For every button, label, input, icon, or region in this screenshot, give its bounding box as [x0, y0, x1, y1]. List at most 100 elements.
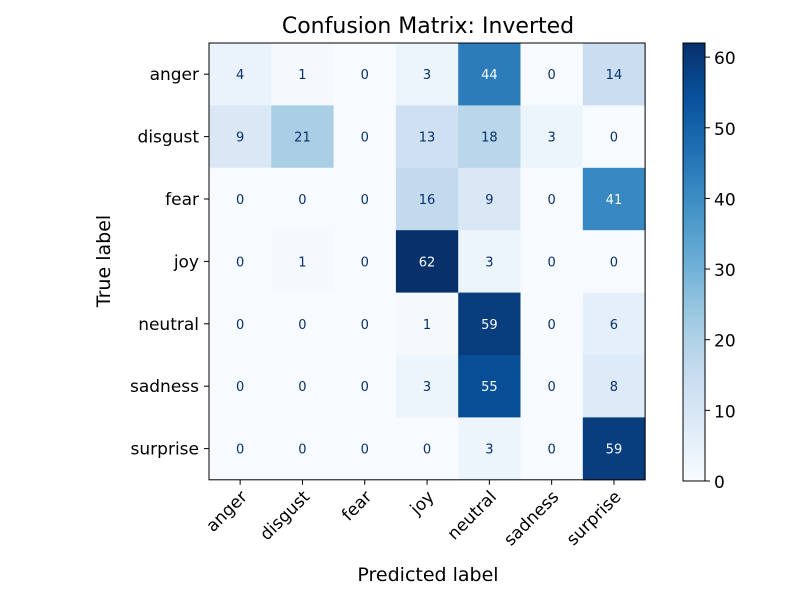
y-tick-label: fear: [165, 190, 199, 210]
cell-value-label: 0: [548, 255, 556, 270]
heatmap-cell: [520, 43, 584, 106]
y-tick-label: neutral: [138, 315, 199, 335]
cell-value-label: 0: [236, 443, 244, 458]
heatmap-cell: [582, 43, 646, 106]
heatmap-cell: [209, 355, 272, 418]
cell-value-label: 0: [610, 255, 618, 270]
x-tick-label: surprise: [563, 487, 626, 550]
colorbar-gradient: [682, 42, 706, 482]
heatmap-cell: [209, 230, 272, 294]
heatmap-cell: [209, 292, 272, 356]
heatmap-cell: [271, 105, 335, 169]
heatmap-cell: [582, 105, 646, 169]
heatmap-cell: [582, 355, 646, 418]
heatmap-cell: [395, 292, 459, 356]
cell-value-label: 8: [610, 380, 618, 395]
heatmap-cell: [209, 167, 272, 231]
y-tick-label: surprise: [131, 440, 199, 460]
colorbar-tick-label: 50: [714, 120, 736, 140]
heatmap-cell: [582, 292, 646, 356]
cell-value-label: 13: [419, 131, 436, 146]
x-tick-label: fear: [338, 487, 376, 525]
colorbar-tick-label: 30: [714, 261, 736, 281]
cell-value-label: 0: [361, 193, 369, 208]
cell-value-label: 0: [548, 380, 556, 395]
heatmap-cell: [520, 292, 584, 356]
x-tick-label: neutral: [444, 487, 501, 544]
cell-value-label: 0: [236, 380, 244, 395]
heatmap-cell: [395, 167, 459, 231]
heatmap-cell: [395, 105, 459, 169]
heatmap-cell: [520, 105, 584, 169]
heatmap-cell: [209, 417, 272, 481]
x-axis: anger disgust fear joy neutral sadness surpris…: [203, 479, 626, 550]
colorbar-tick-label: 60: [714, 49, 736, 69]
heatmap-cell: [458, 43, 521, 106]
heatmap-cell: [520, 417, 584, 481]
cell-value-label: 4: [236, 68, 244, 83]
cell-value-label: 3: [423, 68, 431, 83]
heatmap-cell: [271, 230, 335, 294]
x-tick-label: joy: [406, 487, 439, 520]
cell-value-label: 44: [481, 68, 498, 83]
cell-value-label: 1: [298, 68, 306, 83]
colorbar-tick-label: 10: [714, 402, 736, 422]
cell-value-label: 0: [423, 443, 431, 458]
cell-value-label: 41: [606, 193, 623, 208]
cell-value-label: 14: [606, 68, 623, 83]
cell-value-label: 59: [481, 318, 498, 333]
colorbar-tick-label: 40: [714, 190, 736, 210]
cell-value-label: 59: [606, 443, 623, 458]
heatmap-cell: [458, 417, 521, 481]
heatmap-cell: [333, 230, 397, 294]
heatmap-cell: [333, 417, 397, 481]
heatmap-cell: [520, 230, 584, 294]
cell-value-label: 0: [361, 318, 369, 333]
cell-value-label: 3: [423, 380, 431, 395]
heatmap-cell: [333, 105, 397, 169]
cell-value-label: 0: [298, 443, 306, 458]
y-axis-label: True label: [93, 215, 115, 308]
heatmap-cell: [520, 167, 584, 231]
heatmap-cell: [209, 105, 272, 169]
x-tick-label: anger: [203, 487, 252, 536]
heatmap-cell: [395, 43, 459, 106]
heatmap-cell: [209, 43, 272, 106]
heatmap-cell: [582, 230, 646, 294]
cell-value-label: 0: [610, 131, 618, 146]
cell-value-label: 0: [361, 255, 369, 270]
heatmap-cells: 4 1 0 3 44 0 149 21 0 13 18 3 00 0 0 16 9 0 410 1 0 62 3 0 00 0 0 1…: [208, 42, 646, 481]
heatmap-cell: [458, 355, 521, 418]
colorbar-tick-label: 20: [714, 332, 736, 352]
cell-value-label: 0: [548, 68, 556, 83]
heatmap-cell: [271, 355, 335, 418]
cell-value-label: 1: [298, 255, 306, 270]
heatmap-cell: [333, 43, 397, 106]
y-tick-label: joy: [173, 252, 199, 272]
y-axis: anger disgust fear joy neutral sadness surpris…: [130, 65, 209, 460]
cell-value-label: 0: [548, 443, 556, 458]
cell-value-label: 3: [548, 131, 556, 146]
y-tick-label: sadness: [130, 377, 199, 397]
heatmap-cell: [333, 292, 397, 356]
heatmap-cell: [395, 417, 459, 481]
cell-value-label: 0: [298, 380, 306, 395]
heatmap-cell: [333, 167, 397, 231]
cell-value-label: 0: [236, 193, 244, 208]
cell-value-label: 0: [361, 68, 369, 83]
cell-value-label: 3: [485, 443, 493, 458]
colorbar-tick-label: 0: [714, 473, 725, 493]
heatmap-cell: [271, 292, 335, 356]
cell-value-label: 0: [548, 318, 556, 333]
cell-value-label: 21: [294, 131, 311, 146]
x-tick-label: sadness: [500, 487, 563, 550]
cell-value-label: 62: [419, 255, 436, 270]
cell-value-label: 9: [485, 193, 493, 208]
heatmap-cell: [271, 43, 335, 106]
x-axis-label: Predicted label: [357, 564, 498, 586]
cell-value-label: 0: [361, 380, 369, 395]
cell-value-label: 55: [481, 380, 498, 395]
y-tick-label: anger: [150, 65, 199, 85]
heatmap-cell: [582, 167, 646, 231]
cell-value-label: 18: [481, 131, 498, 146]
